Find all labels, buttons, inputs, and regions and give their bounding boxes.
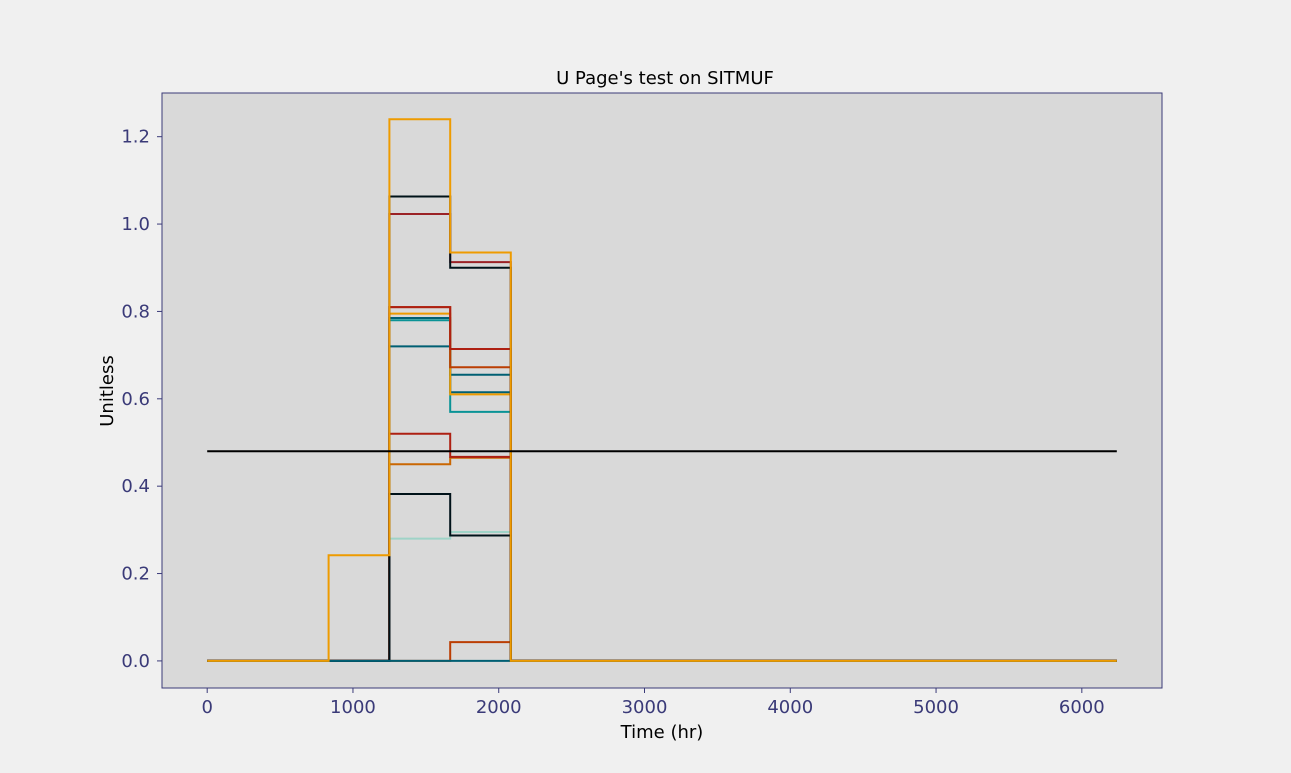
plot-frame xyxy=(161,92,1163,689)
x-ticks: 0 1000 2000 3000 4000 5000 6000 xyxy=(201,688,1105,718)
x-tick-label: 5000 xyxy=(913,697,959,718)
x-tick-label: 2000 xyxy=(476,697,522,718)
y-tick-label: 0.0 xyxy=(121,651,150,672)
series-line-15 xyxy=(207,118,1117,662)
x-axis-label: Time (hr) xyxy=(620,722,704,743)
y-tick-label: 0.4 xyxy=(121,476,150,497)
x-tick-label: 0 xyxy=(201,697,212,718)
y-tick-label: 0.8 xyxy=(121,301,150,322)
y-axis-label: Unitless xyxy=(97,355,118,426)
y-tick-label: 0.2 xyxy=(121,564,150,585)
y-tick-label: 1.0 xyxy=(121,214,150,235)
plot-area xyxy=(162,93,1162,688)
x-tick-label: 1000 xyxy=(330,697,376,718)
chart-title: U Page's test on SITMUF xyxy=(556,68,774,89)
x-tick-label: 3000 xyxy=(622,697,668,718)
series-layer xyxy=(207,118,1117,662)
y-ticks: 0.0 0.2 0.4 0.6 0.8 1.0 1.2 xyxy=(121,127,162,672)
y-tick-label: 0.6 xyxy=(121,389,150,410)
x-tick-label: 4000 xyxy=(767,697,813,718)
y-tick-label: 1.2 xyxy=(121,127,150,148)
x-tick-label: 6000 xyxy=(1059,697,1105,718)
